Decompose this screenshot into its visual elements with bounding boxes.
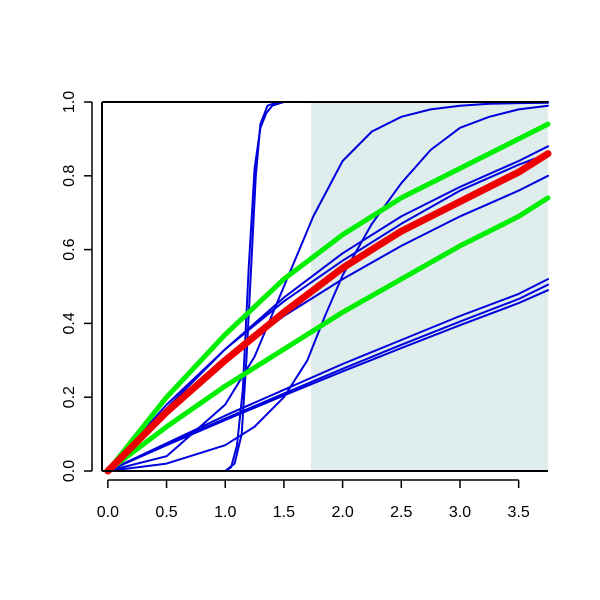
shaded-region [310,102,548,471]
x-tick-label: 1.5 [273,504,295,521]
x-tick-label: 2.5 [390,504,412,521]
series-line-12 [105,195,551,474]
x-tick-label: 2.0 [331,504,353,521]
y-tick-label: 0.4 [61,312,78,334]
x-tick-label: 0.0 [97,504,119,521]
x-tick-label: 3.5 [508,504,530,521]
series-layer [104,101,552,475]
series-line-3 [106,101,549,472]
x-axis-ticks: 0.0 0.5 1.0 1.5 2.0 2.5 3.0 3.5 [97,480,530,521]
series-line-4 [106,104,549,472]
x-tick-label: 1.0 [214,504,236,521]
series-line-8 [106,278,549,472]
series-line-10 [106,289,549,472]
y-tick-label: 0.8 [61,165,78,187]
series-line-6 [106,145,549,472]
y-tick-label: 0.6 [61,238,78,260]
x-tick-label: 0.5 [155,504,177,521]
series-line-11 [105,121,551,474]
y-tick-label: 0.0 [61,460,78,482]
y-tick-label: 0.2 [61,386,78,408]
series-line-13 [104,150,552,475]
y-tick-label: 1.0 [61,91,78,113]
series-line-5 [106,152,549,472]
y-axis-ticks: 0.0 0.2 0.4 0.6 0.8 1.0 [61,91,92,482]
x-tick-label: 3.0 [449,504,471,521]
